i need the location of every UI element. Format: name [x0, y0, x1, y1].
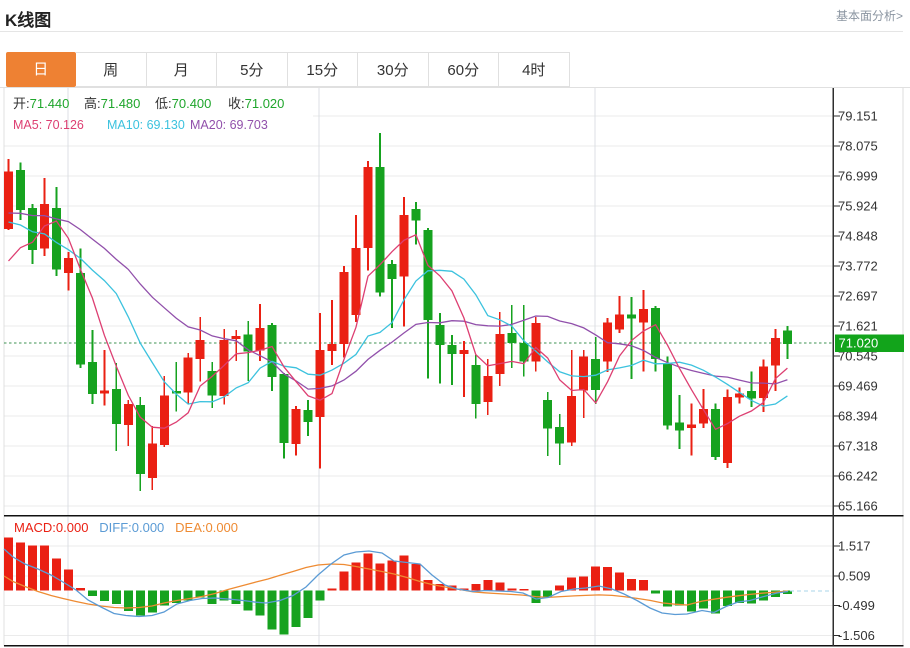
- svg-text:70.545: 70.545: [838, 349, 878, 364]
- svg-text:71.621: 71.621: [838, 319, 878, 334]
- svg-text:-1.506: -1.506: [838, 628, 875, 643]
- svg-text:75.924: 75.924: [838, 199, 878, 214]
- svg-text:68.394: 68.394: [838, 409, 878, 424]
- svg-text:65.166: 65.166: [838, 499, 878, 514]
- svg-text:66.242: 66.242: [838, 469, 878, 484]
- svg-text:74.848: 74.848: [838, 229, 878, 244]
- svg-text:72.697: 72.697: [838, 289, 878, 304]
- svg-text:71.020: 71.020: [839, 336, 879, 351]
- svg-text:1.517: 1.517: [838, 539, 871, 554]
- svg-text:79.151: 79.151: [838, 109, 878, 124]
- svg-text:69.469: 69.469: [838, 379, 878, 394]
- svg-text:78.075: 78.075: [838, 139, 878, 154]
- svg-text:76.999: 76.999: [838, 169, 878, 184]
- svg-text:0.509: 0.509: [838, 569, 871, 584]
- svg-text:67.318: 67.318: [838, 439, 878, 454]
- svg-text:73.772: 73.772: [838, 259, 878, 274]
- svg-text:-0.499: -0.499: [838, 598, 875, 613]
